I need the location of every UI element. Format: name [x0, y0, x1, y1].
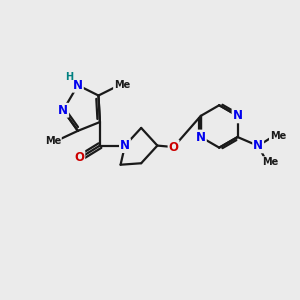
Text: H: H [65, 72, 73, 82]
Text: Me: Me [270, 130, 286, 141]
Text: N: N [73, 79, 83, 92]
Text: N: N [253, 140, 263, 152]
Text: N: N [196, 130, 206, 143]
Text: O: O [169, 141, 178, 154]
Text: N: N [232, 109, 243, 122]
Text: Me: Me [114, 80, 130, 90]
Text: Me: Me [45, 136, 61, 146]
Text: N: N [120, 139, 130, 152]
Text: O: O [74, 151, 84, 164]
Text: Me: Me [262, 157, 279, 167]
Text: N: N [58, 104, 68, 117]
